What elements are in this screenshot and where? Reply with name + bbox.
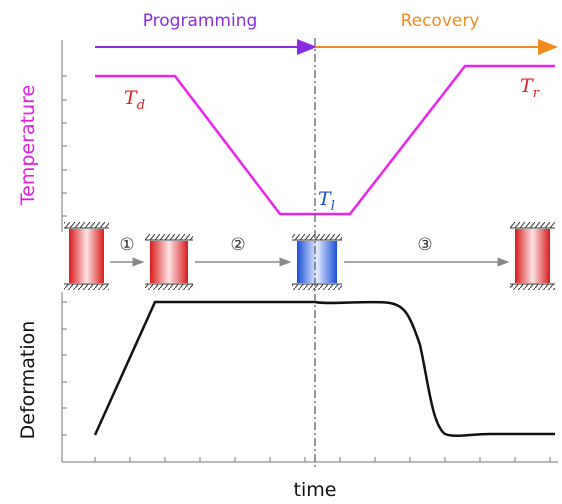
axis-label: Temperature — [17, 85, 39, 206]
step-label: ② — [230, 235, 245, 255]
phase-label: Programming — [143, 11, 258, 31]
temp-label: Tl — [318, 188, 335, 214]
top-axis — [62, 40, 67, 232]
subscript: d — [137, 98, 145, 113]
deformation-curve — [95, 302, 555, 436]
subscript: l — [331, 199, 335, 214]
temp-label: Tr — [520, 75, 540, 101]
diagram: Programming Recovery Temperature Td Tl T… — [0, 0, 562, 504]
subscript: r — [533, 86, 540, 101]
axis-label: Deformation — [17, 321, 39, 440]
specimen — [292, 234, 342, 290]
bottom-axis — [62, 292, 558, 462]
specimen — [510, 222, 555, 290]
axis-label: time — [294, 479, 337, 501]
phase-label: Recovery — [401, 11, 480, 31]
page: Programming Recovery Temperature Td Tl T… — [0, 0, 562, 504]
step-label: ① — [119, 235, 134, 255]
temp-label: Td — [124, 87, 145, 113]
specimen — [64, 222, 109, 290]
step-label: ③ — [417, 235, 432, 255]
specimen — [145, 234, 193, 290]
